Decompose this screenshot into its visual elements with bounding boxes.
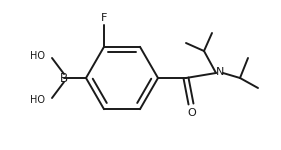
Text: HO: HO — [30, 95, 45, 105]
Text: HO: HO — [30, 51, 45, 61]
Text: N: N — [216, 67, 224, 77]
Text: O: O — [188, 108, 196, 118]
Text: B: B — [60, 72, 68, 84]
Text: F: F — [101, 13, 107, 23]
